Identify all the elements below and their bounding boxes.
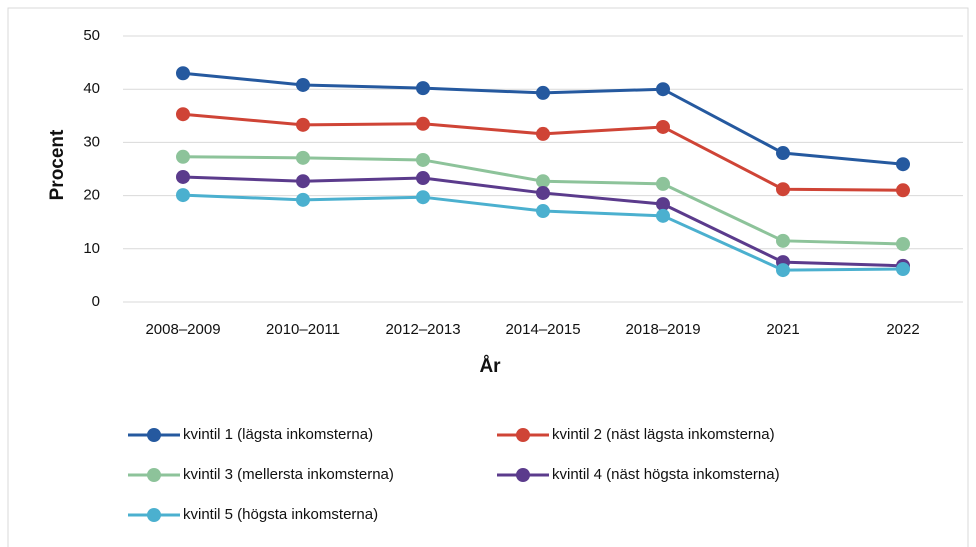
y-tick-label: 20 xyxy=(83,187,100,204)
data-point xyxy=(536,174,550,189)
data-point xyxy=(296,77,310,92)
y-tick-label: 30 xyxy=(83,133,100,150)
data-point xyxy=(656,176,670,191)
data-point xyxy=(176,169,190,184)
data-point xyxy=(296,150,310,165)
x-tick-label: 2012–2013 xyxy=(385,321,460,338)
x-tick-label: 2010–2011 xyxy=(266,321,340,338)
data-point xyxy=(896,183,910,198)
data-point xyxy=(776,233,790,248)
data-point xyxy=(776,263,790,278)
data-point xyxy=(896,262,910,277)
data-point xyxy=(416,81,430,96)
data-point xyxy=(656,197,670,212)
data-point xyxy=(536,126,550,141)
data-point xyxy=(296,117,310,132)
data-point xyxy=(536,185,550,200)
data-point xyxy=(776,182,790,197)
x-tick-label: 2008–2009 xyxy=(145,321,220,338)
legend-label: kvintil 2 (näst lägsta inkomsterna) xyxy=(552,426,775,443)
data-point xyxy=(416,116,430,131)
legend-label: kvintil 3 (mellersta inkomsterna) xyxy=(183,466,394,483)
data-point xyxy=(176,188,190,203)
data-point xyxy=(656,119,670,134)
data-point xyxy=(656,208,670,223)
data-point xyxy=(176,107,190,122)
x-axis-title: År xyxy=(479,356,501,377)
legend-marker xyxy=(516,468,530,482)
data-point xyxy=(416,190,430,205)
y-axis-title: Procent xyxy=(47,129,68,200)
data-point xyxy=(536,204,550,219)
data-point xyxy=(416,152,430,167)
y-tick-label: 40 xyxy=(83,80,100,97)
x-tick-label: 2021 xyxy=(766,321,799,338)
legend-marker xyxy=(147,508,161,522)
data-point xyxy=(296,192,310,207)
legend-marker xyxy=(516,428,530,442)
x-tick-label: 2022 xyxy=(886,321,919,338)
x-tick-label: 2014–2015 xyxy=(505,321,580,338)
data-point xyxy=(416,171,430,186)
data-point xyxy=(176,149,190,164)
data-point xyxy=(776,146,790,161)
data-point xyxy=(656,82,670,97)
legend-label: kvintil 4 (näst högsta inkomsterna) xyxy=(552,466,780,483)
legend-marker xyxy=(147,428,161,442)
data-point xyxy=(896,157,910,172)
y-tick-label: 0 xyxy=(92,293,100,310)
data-point xyxy=(896,237,910,252)
legend-label: kvintil 1 (lägsta inkomsterna) xyxy=(183,426,373,443)
data-point xyxy=(296,174,310,189)
legend-marker xyxy=(147,468,161,482)
y-tick-label: 10 xyxy=(83,240,100,257)
data-point xyxy=(176,66,190,81)
y-tick-label: 50 xyxy=(83,27,100,44)
legend-label: kvintil 5 (högsta inkomsterna) xyxy=(183,506,378,523)
x-tick-label: 2018–2019 xyxy=(625,321,700,338)
chart-border xyxy=(7,7,969,547)
data-point xyxy=(536,85,550,100)
